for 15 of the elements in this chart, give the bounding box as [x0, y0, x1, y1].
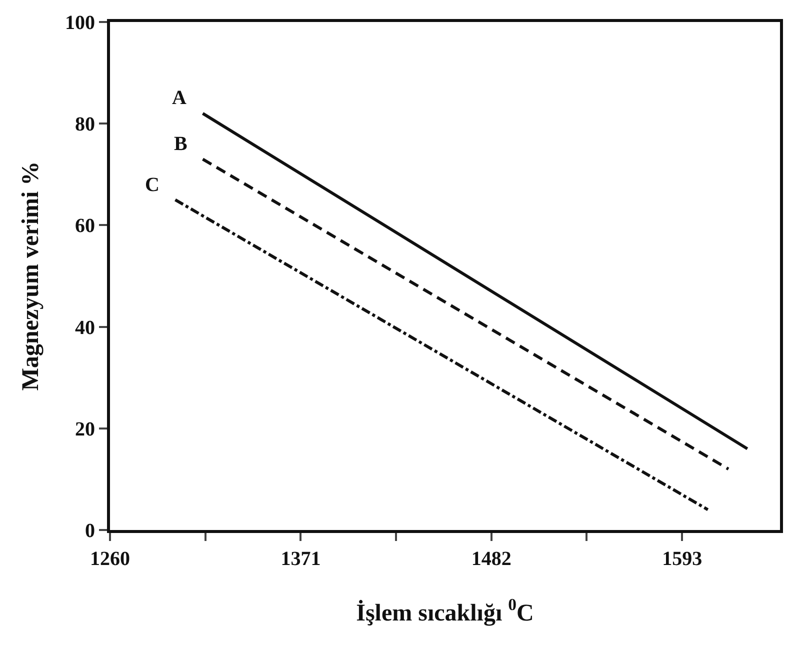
series-label: A [172, 87, 187, 109]
series-label: C [145, 174, 160, 196]
y-tick-label: 100 [65, 12, 95, 34]
y-tick-label: 40 [75, 316, 95, 339]
x-tick-label: 1371 [280, 548, 321, 570]
y-tick-label: 0 [85, 520, 95, 542]
y-tick-label: 20 [75, 418, 95, 440]
y-axis-title: Magnezyum verimi % [18, 161, 44, 391]
y-tick-label: 60 [75, 215, 95, 238]
series-label: B [174, 133, 188, 155]
x-tick-label: 1593 [662, 548, 702, 570]
y-tick-label: 80 [75, 114, 95, 136]
x-tick-label: 1482 [471, 548, 512, 570]
x-tick-label: 1260 [90, 548, 130, 570]
x-axis-title: İşlem sıcaklığı $^{0}$C [356, 595, 534, 626]
